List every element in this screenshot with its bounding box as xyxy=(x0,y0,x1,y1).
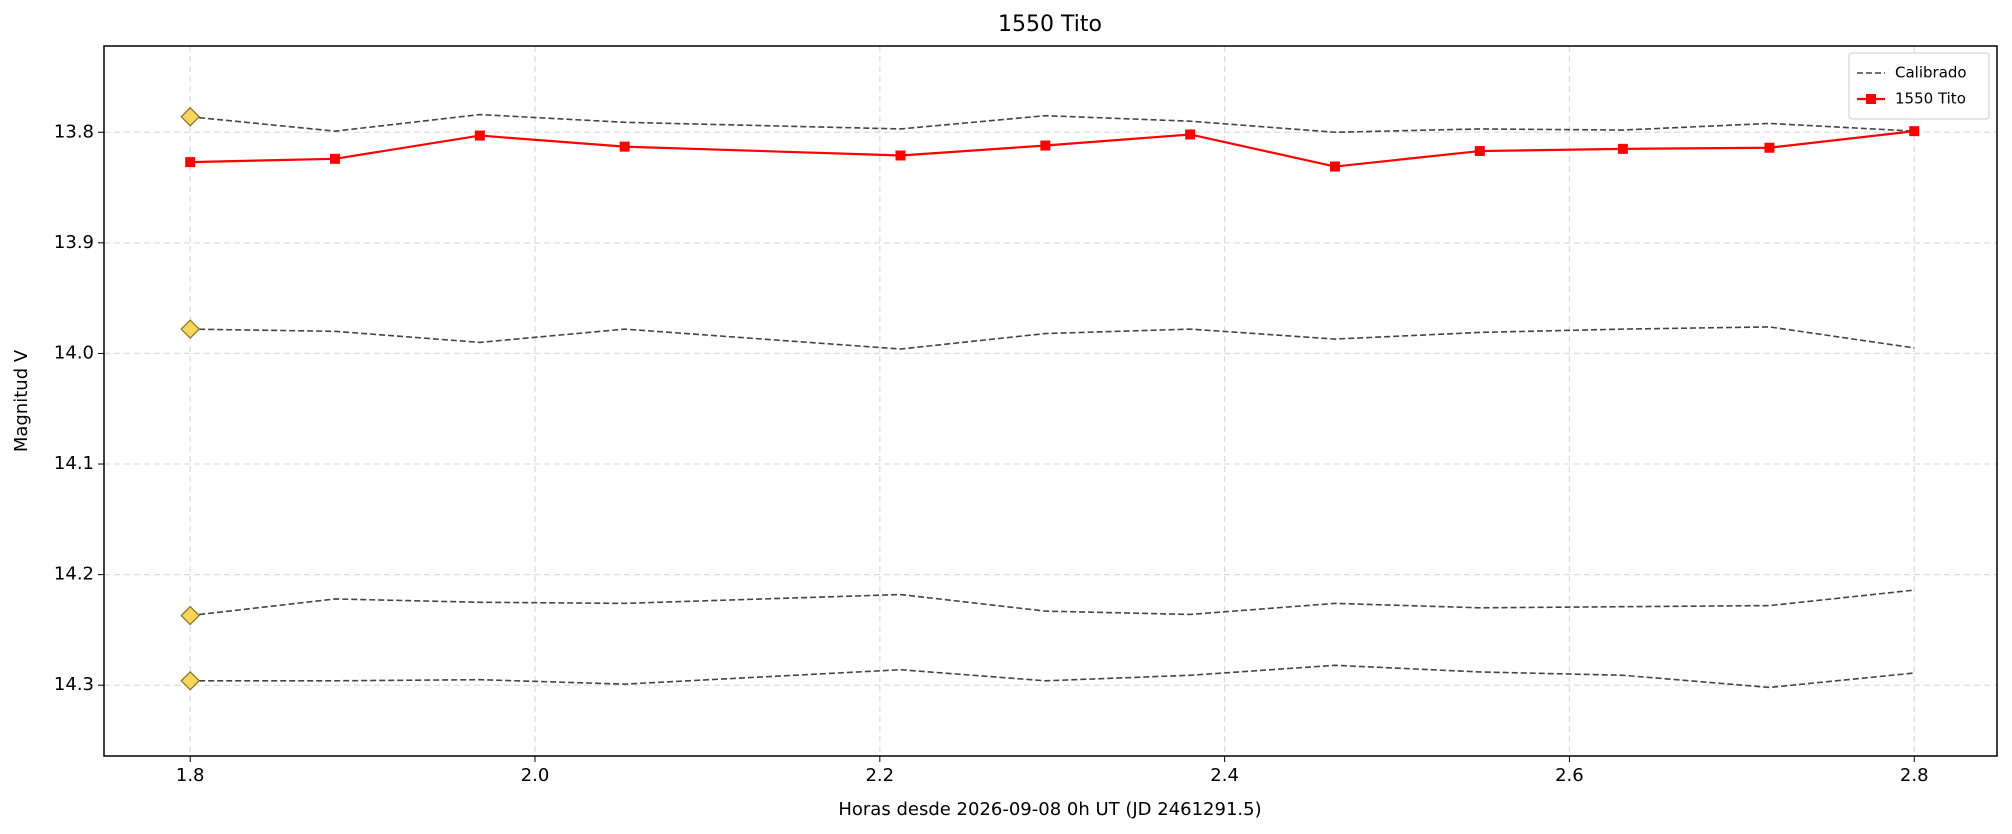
point-marker xyxy=(474,130,485,141)
y-axis-label: Magnitud V xyxy=(11,349,32,452)
x-tick-label: 2.2 xyxy=(865,765,894,786)
y-tick-label: 14.3 xyxy=(54,674,94,695)
y-tick-label: 14.0 xyxy=(54,342,94,363)
x-axis-label: Horas desde 2026-09-08 0h UT (JD 2461291… xyxy=(838,799,1261,820)
series-line xyxy=(190,664,1915,689)
point-marker xyxy=(1474,146,1485,157)
series-line xyxy=(190,113,1915,134)
legend-label: 1550 Tito xyxy=(1895,90,1966,108)
point-marker xyxy=(895,150,906,161)
x-tick-label: 2.6 xyxy=(1555,765,1584,786)
y-tick-label: 14.2 xyxy=(54,564,94,585)
point-marker xyxy=(1909,126,1920,137)
start-marker xyxy=(180,605,201,626)
y-tick-label: 13.9 xyxy=(54,232,94,253)
y-tick-label: 13.8 xyxy=(54,121,94,142)
x-tick-label: 2.0 xyxy=(521,765,550,786)
series-line xyxy=(190,589,1915,617)
x-tick-label: 1.8 xyxy=(176,765,205,786)
start-marker xyxy=(180,106,201,127)
point-marker xyxy=(1764,142,1775,153)
point-marker xyxy=(1329,161,1340,172)
point-marker xyxy=(619,141,630,152)
point-marker xyxy=(1185,129,1196,140)
x-tick-label: 2.8 xyxy=(1900,765,1929,786)
legend-label: Calibrado xyxy=(1895,64,1967,82)
point-marker xyxy=(330,153,341,164)
point-marker xyxy=(185,157,196,168)
series-line xyxy=(190,130,1915,168)
legend-marker xyxy=(1866,94,1876,104)
start-marker xyxy=(180,319,201,339)
plot-frame xyxy=(103,45,1998,757)
point-marker xyxy=(1040,140,1051,151)
x-tick-label: 2.4 xyxy=(1210,765,1239,786)
point-marker xyxy=(1617,143,1628,154)
y-tick-label: 14.1 xyxy=(54,453,94,474)
series-line xyxy=(190,326,1915,350)
start-marker xyxy=(180,670,201,691)
chart-title: 1550 Tito xyxy=(998,12,1102,37)
legend: Calibrado 1550 Tito xyxy=(1848,52,1990,120)
legend-box xyxy=(1848,52,1990,120)
